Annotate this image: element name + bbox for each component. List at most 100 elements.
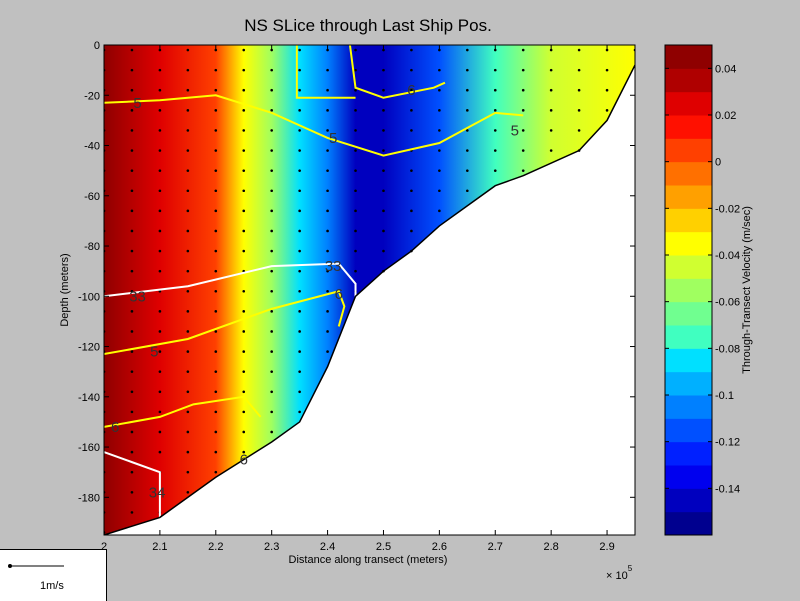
x-tick-label: 2.3 [264, 541, 279, 553]
y-tick-label: -100 [78, 291, 100, 303]
measurement-dot [605, 109, 609, 112]
measurement-dot [130, 470, 134, 474]
measurement-dot [214, 350, 218, 353]
measurement-dot [382, 48, 385, 52]
measurement-dot [577, 48, 581, 52]
colorbar-label: Through-Transect Velocity (m/sec) [741, 206, 753, 374]
measurement-dot [438, 189, 441, 193]
measurement-dot [186, 88, 190, 92]
colorbar-band [665, 138, 712, 163]
measurement-dot [214, 390, 218, 394]
measurement-dot [382, 209, 385, 213]
measurement-dot [326, 209, 329, 213]
measurement-dot [298, 149, 301, 152]
measurement-dot [354, 149, 357, 152]
velocity-field [104, 45, 635, 535]
measurement-dot [242, 330, 246, 333]
measurement-dot [298, 48, 301, 52]
y-tick-label: -180 [78, 492, 100, 504]
measurement-dot [130, 169, 134, 172]
measurement-dot [270, 430, 273, 434]
contour-lines [104, 45, 524, 518]
measurement-dot [410, 88, 413, 92]
measurement-dot [326, 129, 329, 132]
measurement-dot [158, 310, 162, 313]
contour-label: 6 [111, 419, 119, 436]
measurement-dot [605, 68, 609, 72]
measurement-dot [186, 149, 190, 152]
measurement-dot [186, 430, 190, 434]
measurement-dot [438, 68, 441, 72]
measurement-dot [214, 330, 218, 333]
measurement-dot [326, 229, 329, 233]
measurement-dot [521, 88, 525, 92]
measurement-dot [577, 88, 581, 92]
measurement-dot [242, 390, 246, 394]
measurement-dot [130, 109, 134, 112]
colorbar-band [665, 371, 712, 396]
measurement-dot [214, 68, 218, 72]
colorbar-band [665, 231, 712, 256]
measurement-dot [326, 189, 329, 193]
measurement-dot [158, 88, 162, 92]
measurement-dot [214, 310, 218, 313]
colorbar-band [665, 255, 712, 279]
measurement-dot [326, 149, 329, 152]
x-exponent-base: × 10 [606, 570, 628, 582]
measurement-dot [214, 129, 218, 132]
measurement-dot [549, 129, 553, 132]
measurement-dot [298, 330, 301, 333]
measurement-dot [242, 68, 246, 72]
measurement-dot [549, 68, 553, 72]
measurement-dot [158, 129, 162, 132]
measurement-dot [354, 129, 357, 132]
measurement-dot [521, 68, 525, 72]
measurement-dot [270, 269, 273, 273]
colorbar-band [665, 185, 712, 209]
measurement-dot [242, 169, 246, 172]
measurement-dot [214, 249, 218, 253]
measurement-dot [186, 310, 190, 313]
seafloor-line [104, 64, 635, 535]
colorbar-band [665, 91, 712, 116]
measurement-dot [493, 169, 497, 172]
measurement-dot [214, 109, 218, 112]
y-axis-label: Depth (meters) [59, 253, 71, 326]
measurement-dot [326, 109, 329, 112]
measurement-dot [326, 249, 329, 253]
measurement-dot [298, 410, 301, 414]
measurement-dot [158, 68, 162, 72]
measurement-dot [242, 88, 246, 92]
measurement-dot [158, 229, 162, 233]
measurement-dot [270, 48, 273, 52]
contour-label: 5 [511, 122, 519, 139]
measurement-dot [466, 169, 469, 172]
measurement-dot [270, 350, 273, 353]
measurement-dot [158, 109, 162, 112]
measurement-dot [382, 149, 385, 152]
colorbar-tick-label: 0 [715, 157, 721, 169]
x-tick-label: 2.4 [320, 541, 335, 553]
measurement-dot [130, 149, 134, 152]
x-tick-label: 2.8 [544, 541, 559, 553]
measurement-dot [214, 269, 218, 273]
measurement-dot [410, 189, 413, 193]
measurement-dot [577, 129, 581, 132]
measurement-dot [354, 68, 357, 72]
contour-labels: 5 5 5 6 33 33 5 6 6 6 34 [111, 82, 519, 501]
measurement-dot [130, 310, 134, 313]
measurement-dot [466, 189, 469, 193]
measurement-dot [298, 249, 301, 253]
measurement-dot [186, 209, 190, 213]
measurement-dot [130, 390, 134, 394]
scale-label: 1m/s [40, 580, 64, 592]
measurement-dot [577, 68, 581, 72]
measurement-dot [186, 330, 190, 333]
measurement-dot [410, 169, 413, 172]
colorbar-frame [664, 44, 713, 536]
contour-label: 5 [133, 95, 141, 112]
measurement-dot [270, 109, 273, 112]
measurement-dot [438, 169, 441, 172]
colorbar-ticks: 0.04 0.02 0 -0.02 -0.04 -0.06 -0.08 -0.1 -0.12 -0… [665, 63, 740, 495]
